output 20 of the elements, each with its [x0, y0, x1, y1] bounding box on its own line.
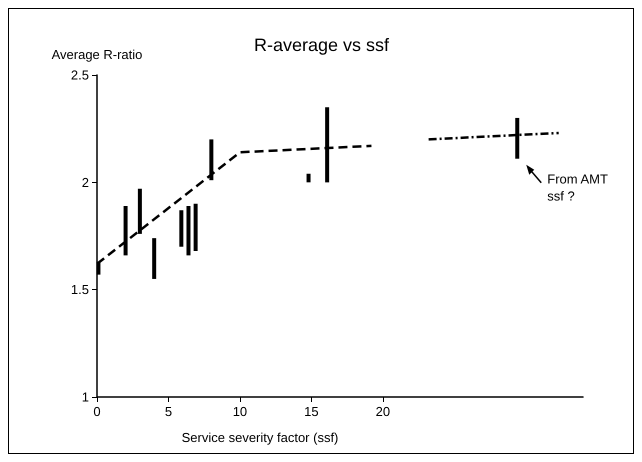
- bar: [152, 238, 156, 279]
- y-tick-label: 1.5: [70, 282, 89, 298]
- x-tick-label: 5: [164, 404, 172, 419]
- x-tick-label: 0: [93, 404, 101, 419]
- bar: [194, 204, 198, 252]
- x-axis-title: Service severity factor (ssf): [182, 430, 338, 445]
- annotation: From AMT ssf ?: [547, 172, 608, 204]
- x-tick-label: 15: [304, 404, 319, 419]
- x-tick-label: 10: [232, 404, 248, 419]
- y-tick-label: 1: [82, 390, 89, 404]
- y-tick-label: 2.5: [70, 68, 89, 82]
- chart-title: R-average vs ssf: [254, 35, 390, 55]
- x-tick-label: 20: [376, 404, 390, 419]
- bar: [306, 174, 311, 182]
- y-axis-title: Average R-ratio: [52, 47, 142, 62]
- bar: [138, 188, 142, 234]
- bar: [124, 206, 128, 256]
- bar: [179, 210, 184, 247]
- y-tick-label: 2: [82, 174, 89, 190]
- bar: [186, 206, 190, 256]
